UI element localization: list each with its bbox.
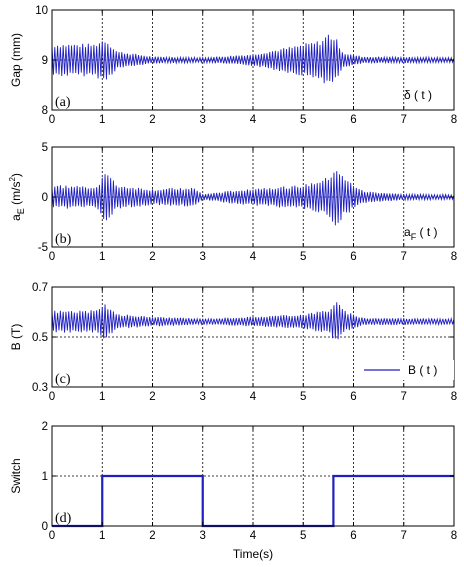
x-tick-label: 5 [300,251,306,263]
x-tick-label: 5 [300,114,306,126]
y-tick-label: 5 [42,142,48,154]
x-tick-label: 6 [350,114,356,126]
y-tick-label: 2 [42,421,48,433]
y-tick-label: 0 [42,521,48,533]
x-tick-label: 3 [200,530,206,542]
x-tick-label: 7 [401,251,407,263]
x-tick-label: 4 [250,530,257,542]
y-tick-label: 0 [42,192,48,204]
panel-label: (c) [55,372,71,387]
y-tick-label: 0.5 [32,332,48,344]
x-tick-label: 3 [200,114,206,126]
x-tick-label: 0 [49,391,55,403]
series-line-0 [51,171,455,226]
legend-entry: aF ( t ) [404,225,438,242]
y-tick-label: -5 [38,242,48,254]
x-tick-label: 7 [401,114,407,126]
y-axis-label: Switch [9,458,23,493]
x-axis-label: Time(s) [233,547,273,561]
x-tick-label: 8 [451,530,457,542]
panel-0: 0 1 2 3 4 5 6 7 8 8 9 10 Gap (mm) (a) δ ( t ) [9,5,457,126]
y-tick-label: 0.7 [32,282,48,294]
y-tick-label: 1 [42,471,48,483]
x-tick-label: 1 [99,114,105,126]
panel-label: (d) [55,511,72,526]
x-tick-label: 3 [200,391,206,403]
panel-3: 0 1 2 3 4 5 6 7 8 0 1 2 Switch (d) Time(s) [9,421,457,561]
y-axis-label: Gap (mm) [9,33,23,87]
x-tick-label: 8 [451,391,457,403]
series-line-0 [52,474,454,528]
x-tick-label: 0 [49,530,55,542]
x-tick-label: 7 [401,530,407,542]
x-tick-label: 1 [99,530,105,542]
y-axis-label: B (T) [9,324,23,351]
panel-label: (b) [55,232,72,247]
x-tick-label: 3 [200,251,206,263]
panel-2: 0 1 2 3 4 5 6 7 8 0.3 0.5 0.7 B (T) (c) B ( t ) [9,282,457,403]
x-tick-label: 2 [149,391,155,403]
x-tick-label: 6 [350,251,356,263]
y-axis-label: aE (m/s2) [8,173,26,221]
x-tick-label: 5 [300,530,306,542]
legend-entry: δ ( t ) [404,88,432,102]
x-tick-label: 7 [401,391,407,403]
x-tick-label: 1 [99,391,105,403]
y-tick-label: 10 [35,5,48,17]
series-line-0 [51,34,455,84]
legend-entry: B ( t ) [408,363,437,377]
x-tick-label: 0 [49,251,55,263]
x-tick-label: 6 [350,530,356,542]
y-tick-label: 8 [42,105,48,117]
x-tick-label: 8 [451,114,457,126]
y-tick-label: 0.3 [32,382,48,394]
x-tick-label: 4 [250,391,257,403]
x-tick-label: 1 [99,251,105,263]
x-tick-label: 0 [49,114,55,126]
legend-box [360,360,454,380]
x-tick-label: 5 [300,391,306,403]
x-tick-label: 4 [250,251,257,263]
x-tick-label: 2 [149,251,155,263]
x-tick-label: 2 [149,530,155,542]
panel-label: (a) [55,95,71,110]
x-tick-label: 2 [149,114,155,126]
x-tick-label: 8 [451,251,457,263]
x-tick-label: 4 [250,114,257,126]
y-tick-label: 9 [42,55,48,67]
series-line-0 [51,302,455,340]
x-tick-label: 6 [350,391,356,403]
